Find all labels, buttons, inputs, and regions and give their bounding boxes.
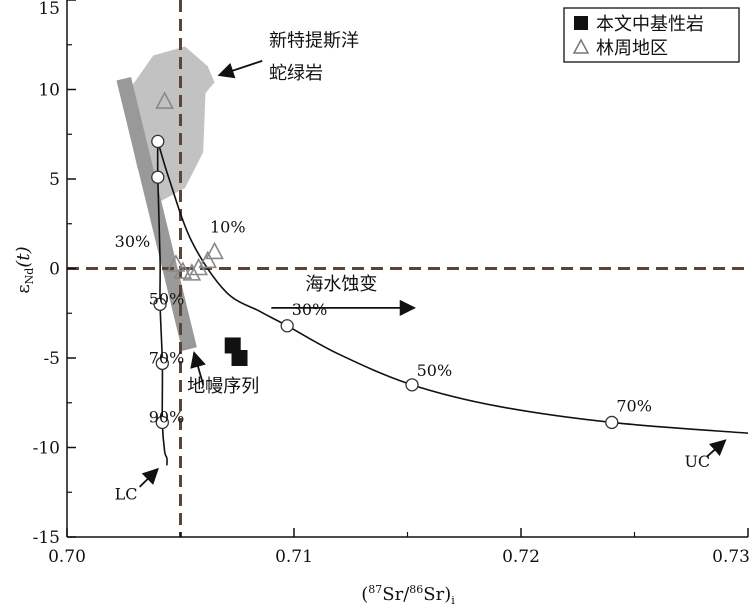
y-tick-label-5: 10 (38, 81, 60, 101)
data-points (151, 91, 619, 430)
mixing-node-7 (605, 415, 619, 430)
y-tick-label-4: 5 (49, 170, 60, 190)
legend-triangle-marker (572, 38, 590, 54)
annotation-6: 50% (417, 361, 453, 380)
annotations: 10% 30% 50% 70% 90% 30% 50% 70% LC UC 新特提斯洋蛇绿岩海水蚀变… (115, 31, 711, 504)
annotation-7: 70% (616, 397, 652, 416)
y-tick-label-1: -10 (33, 439, 60, 459)
label-2: 海水蚀变 (305, 274, 377, 295)
linzhou-point-3 (182, 263, 202, 281)
arrow-4 (706, 439, 727, 458)
mantle-array-band (116, 76, 197, 351)
annotation-0: 10% (210, 218, 246, 237)
x-tick-label-0: 0.70 (48, 547, 86, 567)
linzhou-point-2 (173, 261, 193, 279)
annotation-9: UC (684, 452, 710, 471)
x-tick-label-2: 0.72 (502, 547, 540, 567)
mixing-curves (139, 60, 749, 488)
y-tick-label-6: 15 (38, 0, 60, 19)
annotation-2: 50% (149, 289, 185, 308)
annotation-8: LC (115, 484, 138, 503)
y-axis-label: εNd(t) (13, 246, 36, 293)
mixing-node-5 (280, 319, 294, 333)
legend-label-basic-rocks: 本文中基性岩 (596, 14, 704, 35)
annotation-3: 70% (149, 348, 185, 367)
label-1: 蛇绿岩 (269, 63, 323, 84)
annotation-5: 30% (292, 300, 328, 319)
linzhou-point-1 (166, 254, 186, 272)
legend-frame (563, 7, 740, 63)
y-tick-label-3: 0 (49, 260, 60, 280)
x-tick-label-1: 0.71 (275, 547, 313, 567)
legend-label-linzhou: 林周地区 (596, 38, 668, 59)
linzhou-point-5 (198, 250, 218, 269)
mixing-node-4 (155, 415, 169, 430)
background-fields (116, 46, 215, 351)
mixing-node-6 (405, 378, 419, 392)
x-axis-label: (87Sr/86Sr)i (361, 583, 455, 607)
arrow-3 (139, 467, 159, 488)
mixing-node-2 (153, 297, 167, 311)
mixing-node-0 (151, 134, 165, 149)
linzhou-point-0 (155, 91, 174, 109)
legend-square-marker (574, 16, 588, 30)
arrow-2 (190, 351, 206, 386)
y-tick-label-0: -15 (33, 528, 60, 548)
basic-rock-point-0 (224, 337, 241, 354)
x-tick-label-3: 0.73 (712, 547, 750, 567)
label-0: 新特提斯洋 (269, 31, 359, 52)
label-3: 地幔序列 (187, 376, 259, 397)
mixing-curve-uc (157, 141, 749, 434)
mixing-node-3 (155, 356, 169, 371)
y-tick-label-2: -5 (43, 349, 60, 369)
annotation-4: 90% (149, 407, 185, 426)
basic-rock-point-1 (231, 350, 248, 366)
arrow-0 (217, 60, 263, 79)
annotation-1: 30% (115, 232, 151, 251)
mixing-node-1 (151, 170, 165, 184)
legend: 本文中基性岩 林周地区 (563, 7, 740, 63)
linzhou-point-6 (205, 241, 224, 260)
axes: 0.70 0.71 0.72 0.73 -15 -10 -5 0 5 10 15 (33, 0, 750, 567)
